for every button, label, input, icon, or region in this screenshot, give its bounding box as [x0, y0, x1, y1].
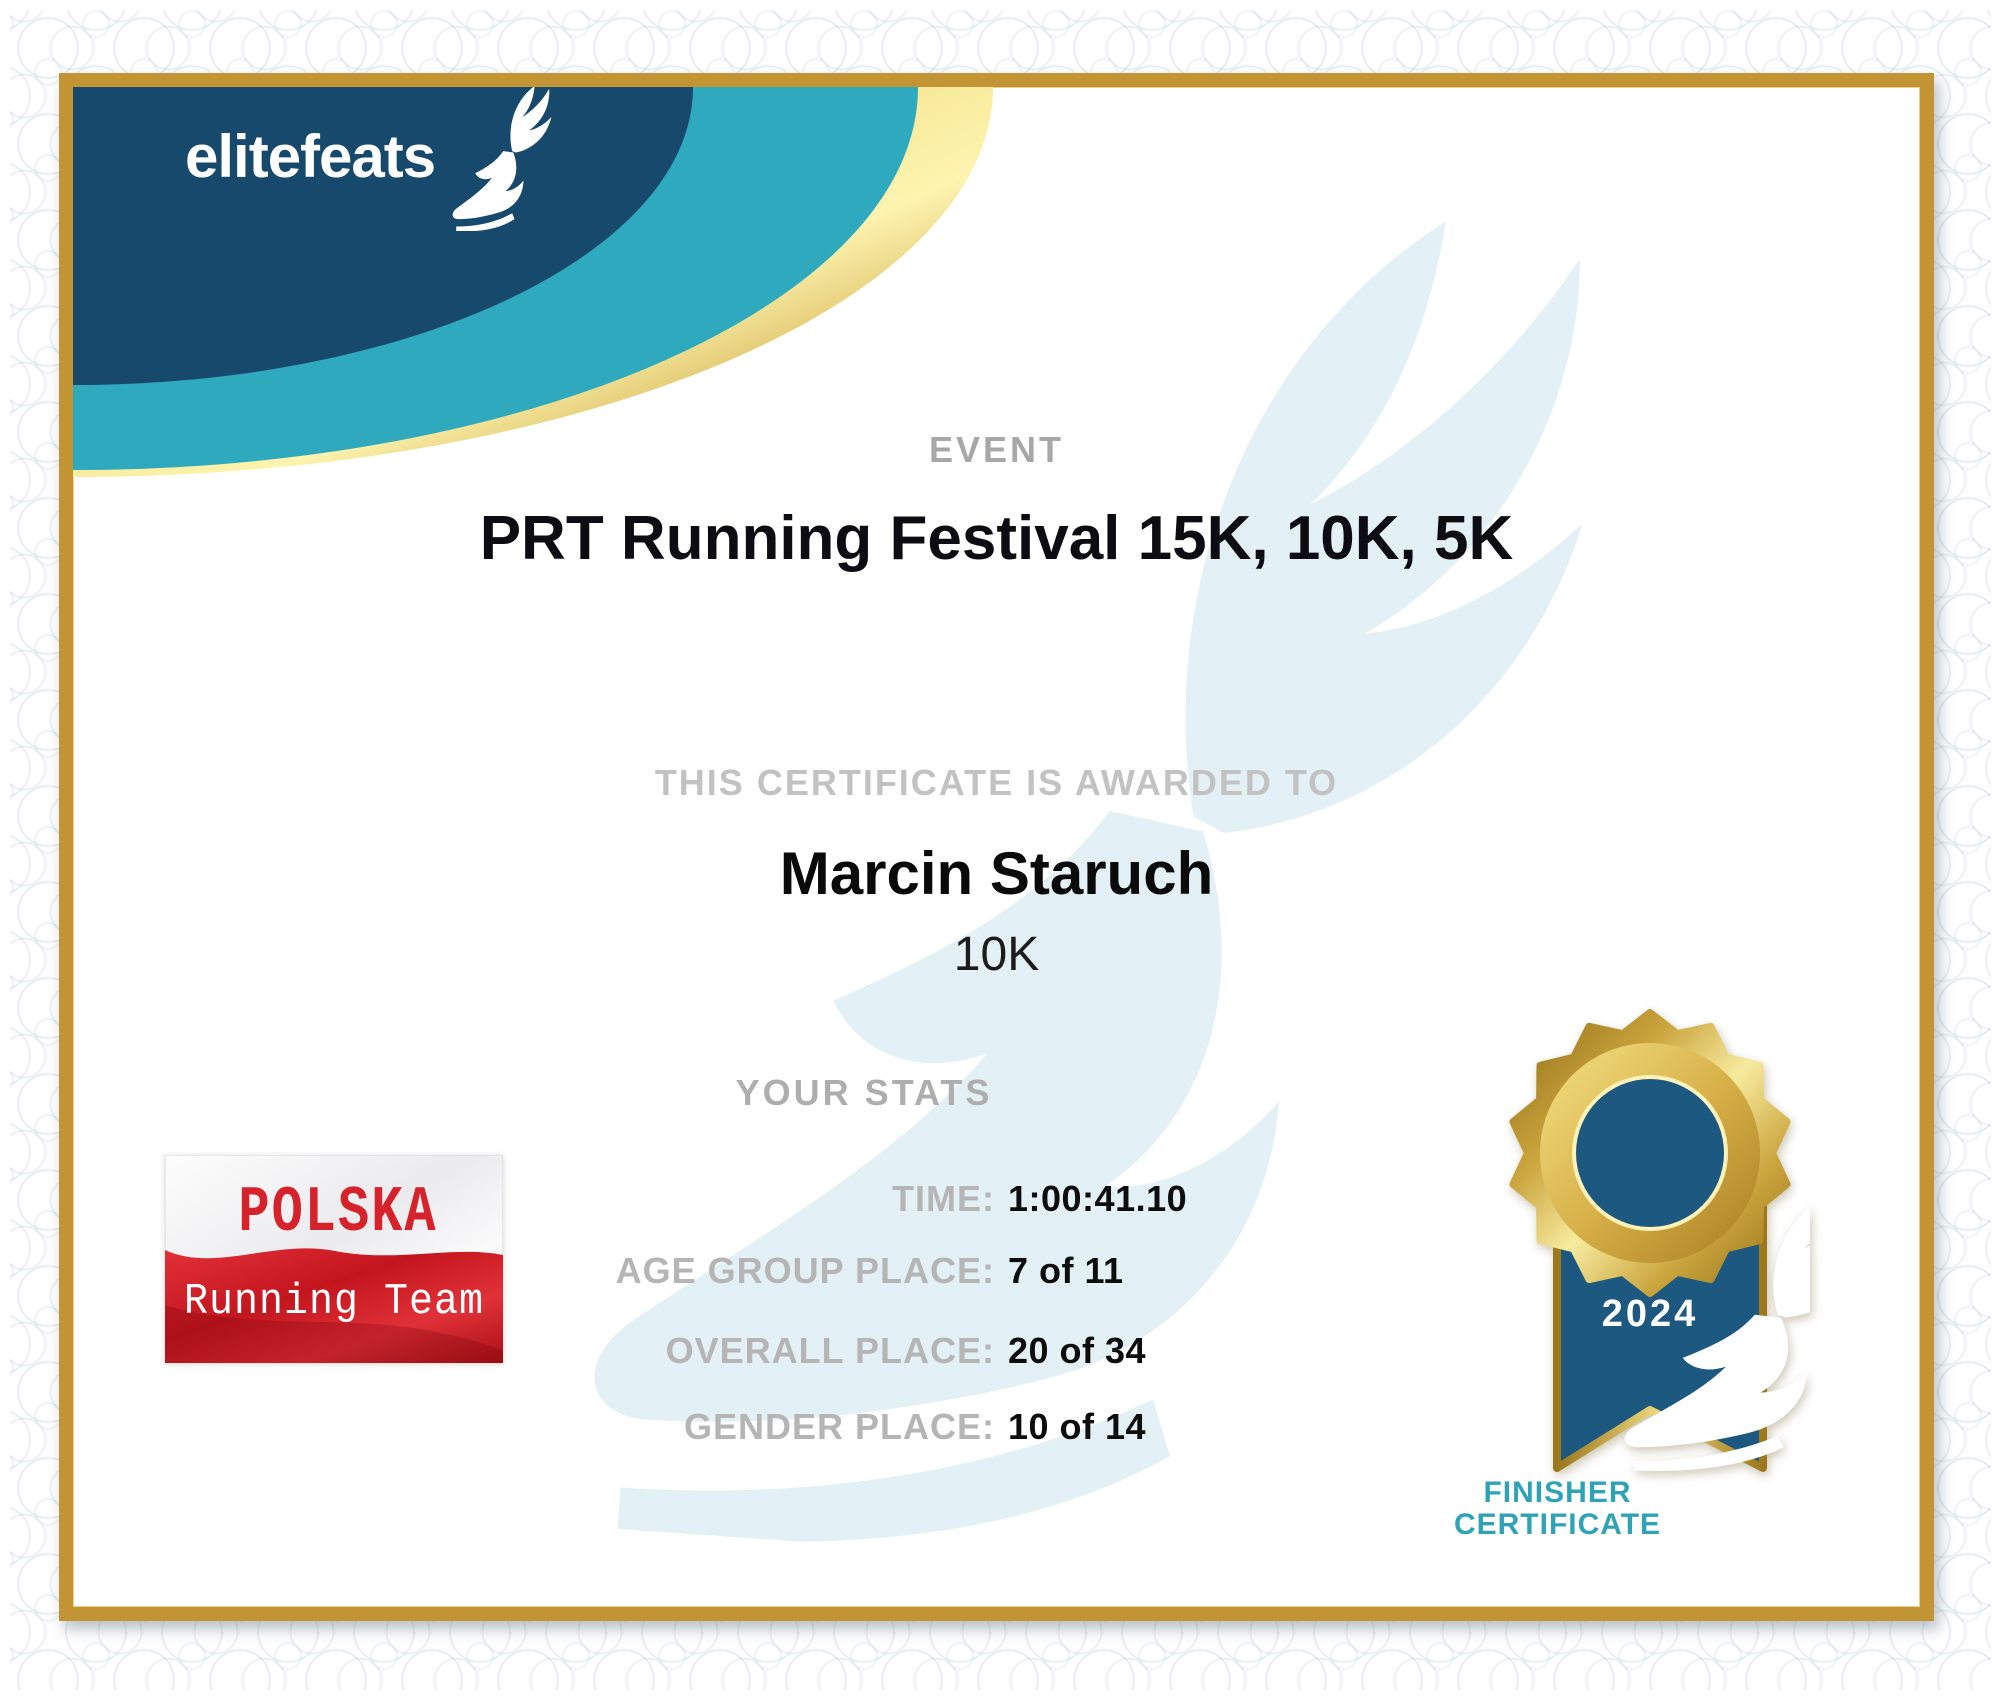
team-logo-line2: Running Team: [184, 1276, 484, 1326]
stat-value-age-group-place: 7 of 11: [1008, 1250, 1124, 1291]
stats-heading: YOUR STATS: [735, 1072, 993, 1113]
team-logo: POLSKA Running Team: [165, 1155, 503, 1363]
event-title: PRT Running Festival 15K, 10K, 5K: [479, 504, 1514, 573]
finisher-label: FINISHER: [1483, 1476, 1632, 1509]
finisher-medal: 2024: [1509, 1009, 1811, 1472]
recipient-name: Marcin Staruch: [779, 840, 1214, 907]
race-distance: 10K: [953, 928, 1040, 981]
certificate-panel: elitefeats EVENT PRT Running Festival 15…: [59, 73, 1934, 1621]
header-swoosh: [73, 87, 993, 477]
medal-rosette: [1509, 1009, 1811, 1471]
stat-label-time: TIME:: [892, 1178, 995, 1219]
stat-label-gender-place: GENDER PLACE:: [683, 1406, 995, 1447]
medal-year: 2024: [1602, 1293, 1699, 1335]
stat-value-overall-place: 20 of 34: [1008, 1330, 1147, 1371]
brand-logo: elitefeats: [185, 92, 557, 222]
stat-value-gender-place: 10 of 14: [1008, 1406, 1147, 1447]
stat-label-overall-place: OVERALL PLACE:: [665, 1330, 995, 1371]
brand-logo-text: elitefeats: [185, 123, 436, 190]
winged-foot-icon: [445, 83, 557, 231]
certificate-label: CERTIFICATE: [1453, 1508, 1662, 1541]
award-label: THIS CERTIFICATE IS AWARDED TO: [654, 762, 1339, 803]
navy-swoosh-shape: [73, 87, 693, 385]
stat-value-time: 1:00:41.10: [1008, 1178, 1188, 1219]
stat-label-age-group-place: AGE GROUP PLACE:: [615, 1250, 995, 1291]
team-logo-line1: POLSKA: [238, 1176, 437, 1250]
event-label: EVENT: [928, 429, 1065, 470]
